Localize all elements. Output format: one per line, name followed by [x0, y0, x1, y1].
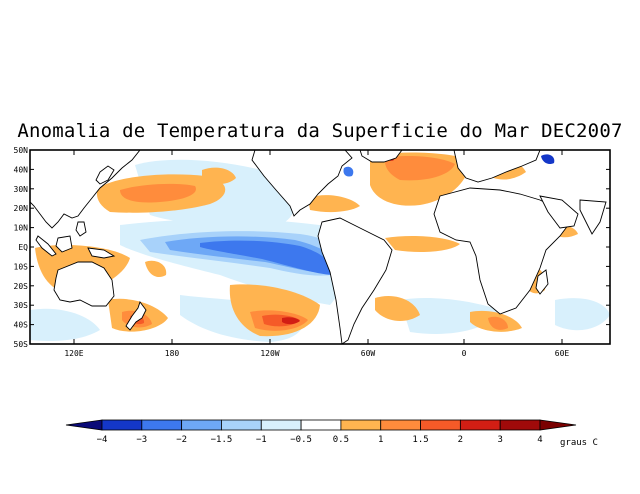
colorbar-label: 3	[497, 435, 502, 445]
coastlines	[30, 150, 607, 344]
warm-core-kuroshio	[120, 183, 196, 203]
landmass-arabia	[539, 195, 579, 229]
landmass-new-guinea	[87, 247, 116, 259]
landmass-madagascar	[535, 269, 549, 295]
landmass-greenland	[359, 150, 403, 163]
warm-anomaly-east-pacific-north	[202, 167, 236, 185]
lat-label: 40N	[14, 165, 29, 174]
colorbar-box	[181, 419, 222, 431]
cool-anomaly-indian-ocean	[555, 298, 610, 331]
landmass-europe	[453, 150, 541, 183]
colorbar-box	[101, 419, 143, 431]
longitude-axis: 120E 180 120W 60W 0 60E	[64, 150, 569, 358]
colorbar-label: −1	[256, 435, 267, 445]
warm-core-north-atlantic	[384, 156, 455, 181]
colorbar: −4 −3 −2 −1.5 −1 −0.5 0.5 1 1.5 2 3 4	[65, 419, 577, 445]
cool-anomaly-southern-ocean-west	[30, 308, 100, 341]
lat-label: 30N	[14, 185, 29, 194]
colorbar-arrow-low	[65, 419, 103, 431]
warm-anomaly-coral-sea	[145, 260, 167, 278]
map-title: Anomalia de Temperatura da Superficie do…	[17, 120, 623, 142]
colorbar-box	[300, 419, 342, 431]
lon-label: 0	[462, 349, 467, 358]
colorbar-box	[459, 419, 501, 431]
lat-label: EQ	[18, 243, 28, 252]
colorbar-label: −0.5	[290, 435, 312, 445]
lat-label: 20S	[14, 282, 29, 291]
lon-label: 60W	[361, 349, 376, 358]
colorbar-label: 1.5	[412, 435, 428, 445]
landmass-sumatra	[35, 235, 57, 257]
colorbar-label: 0.5	[333, 435, 349, 445]
colorbar-label: −1.5	[211, 435, 233, 445]
colorbar-label: −2	[176, 435, 187, 445]
lon-label: 180	[165, 349, 180, 358]
colorbar-box	[499, 419, 541, 431]
colorbar-box	[221, 419, 262, 431]
lat-label: 10N	[14, 224, 29, 233]
warm-anomaly-central-atlantic	[308, 195, 360, 213]
landmass-philippines	[75, 221, 87, 237]
lon-label: 60E	[555, 349, 570, 358]
colorbar-label: −4	[97, 435, 108, 445]
landmass-new-zealand	[125, 301, 147, 331]
landmass-south-america	[317, 217, 393, 344]
warm-core-south-africa	[488, 316, 508, 330]
lat-label: 50N	[14, 146, 29, 155]
cold-spot-north-atlantic	[343, 166, 354, 177]
colorbar-box	[141, 419, 183, 431]
lon-label: 120E	[64, 349, 83, 358]
warm-anomaly-west-africa	[385, 236, 460, 252]
colorbar-label: 2	[458, 435, 463, 445]
lat-label: 20N	[14, 204, 29, 213]
colorbar-box	[340, 419, 382, 431]
landmass-borneo	[55, 235, 73, 253]
warm-anomaly-brazil	[375, 295, 420, 322]
lat-label: 50S	[14, 340, 29, 349]
colorbar-unit: graus C	[560, 438, 598, 448]
colorbar-label: 1	[378, 435, 383, 445]
landmass-australia	[53, 261, 115, 307]
colorbar-label: 4	[537, 435, 542, 445]
landmass-north-america	[251, 150, 353, 217]
lat-label: 10S	[14, 262, 29, 271]
colorbar-arrow-high	[539, 419, 577, 431]
colorbar-box	[260, 419, 302, 431]
colorbar-box	[380, 419, 421, 431]
landmass-japan	[95, 165, 115, 185]
colorbar-label: −3	[136, 435, 147, 445]
lat-label: 40S	[14, 321, 29, 330]
lon-label: 120W	[260, 349, 279, 358]
hot-spot-south-pacific-core	[282, 317, 300, 325]
landmass-india	[579, 199, 607, 235]
colorbar-box	[420, 419, 461, 431]
lat-label: 30S	[14, 301, 29, 310]
latitude-axis: 50N 40N 30N 20N 10N EQ 10S 20S 30S 40S 50S	[14, 146, 610, 349]
cold-spot-arctic	[541, 154, 555, 165]
la-nina-tongue-core	[200, 240, 334, 275]
landmass-africa	[433, 187, 573, 315]
